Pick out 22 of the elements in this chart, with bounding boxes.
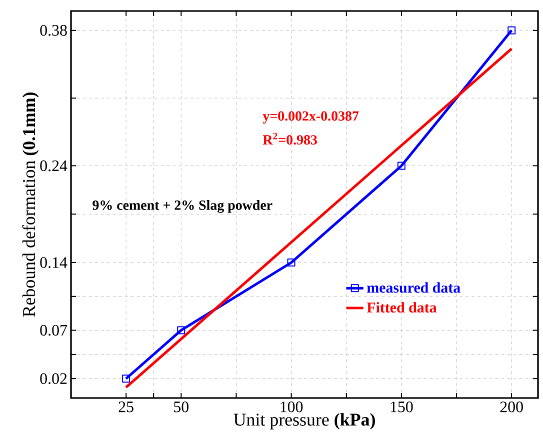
x-tick-label: 100 xyxy=(280,402,303,412)
legend-label: measured data xyxy=(367,282,460,293)
point xyxy=(508,26,516,34)
x-tick-label: 50 xyxy=(174,402,188,412)
point xyxy=(397,162,406,170)
legend-label: Fitted data xyxy=(366,302,437,313)
point xyxy=(287,258,296,267)
y-tick-label: 0.14 xyxy=(40,257,68,268)
annotation: R$^{2}$=0.983 xyxy=(262,132,317,145)
y-tick-label: 0.07 xyxy=(40,324,68,336)
x-axis-title: Unit pressure (kPa) xyxy=(234,413,375,430)
point xyxy=(177,326,186,334)
point xyxy=(122,374,130,383)
annotation: y=0.002x-0.0387 xyxy=(262,111,359,124)
annotation: 9% cement + 2% Slag powder xyxy=(92,200,272,213)
y-axis-title: Rebound deformation (0.1mm) xyxy=(22,92,39,317)
y-tick-label: 0.24 xyxy=(40,160,68,172)
x-tick-label: 25 xyxy=(118,402,134,412)
x-tick-label: 200 xyxy=(500,402,523,412)
x-tick-label: 150 xyxy=(390,402,413,412)
y-tick-label: 0.02 xyxy=(40,373,67,384)
y-tick-label: 0.38 xyxy=(40,24,67,36)
